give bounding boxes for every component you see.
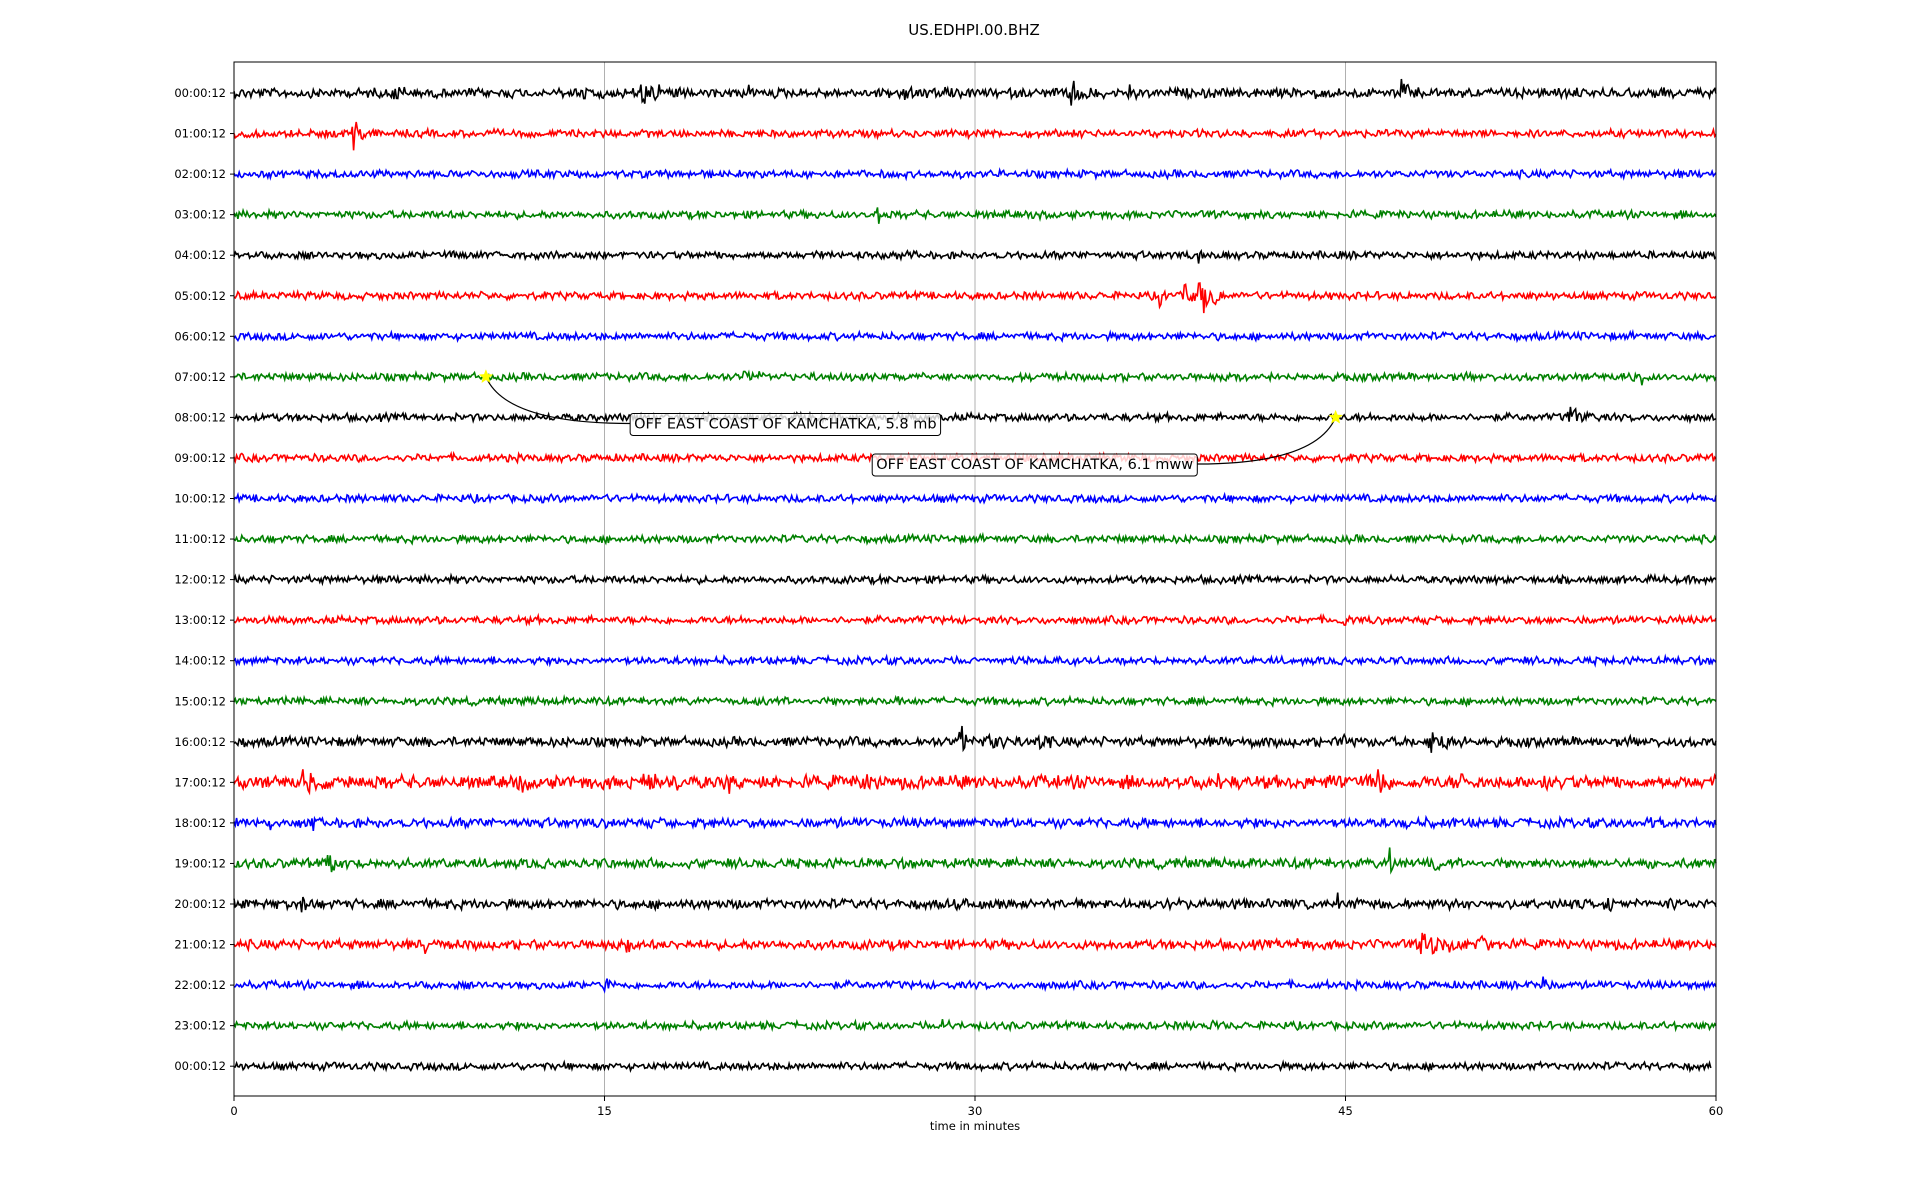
y-tick-label: 12:00:12 bbox=[174, 573, 226, 587]
chart-title: US.EDHPI.00.BHZ bbox=[908, 21, 1040, 39]
trace-row-19 bbox=[233, 847, 1717, 875]
y-tick-label: 06:00:12 bbox=[174, 329, 226, 343]
x-tick-label: 30 bbox=[968, 1104, 983, 1118]
event-label-box bbox=[629, 412, 942, 436]
event-label: OFF EAST COAST OF KAMCHATKA, 5.8 mb bbox=[634, 416, 936, 432]
event-annotation-1: OFF EAST COAST OF KAMCHATKA, 6.1 mww bbox=[871, 409, 1343, 477]
trace-row-4 bbox=[233, 248, 1717, 264]
trace-row-22 bbox=[233, 976, 1717, 994]
x-tick-label: 60 bbox=[1709, 1104, 1724, 1118]
y-tick-label: 23:00:12 bbox=[174, 1019, 226, 1033]
trace-row-10 bbox=[233, 491, 1717, 506]
event-star-marker bbox=[1328, 409, 1343, 424]
trace-row-0 bbox=[233, 78, 1717, 106]
y-tick-label: 02:00:12 bbox=[174, 167, 226, 181]
trace-row-8 bbox=[233, 406, 1717, 425]
event-label-box bbox=[871, 453, 1198, 477]
x-axis-label: time in minutes bbox=[930, 1119, 1020, 1133]
y-tick-label: 13:00:12 bbox=[174, 613, 226, 627]
y-tick-label: 11:00:12 bbox=[174, 532, 226, 546]
x-tick-label: 45 bbox=[1338, 1104, 1353, 1118]
y-tick-label: 15:00:12 bbox=[174, 694, 226, 708]
y-tick-label: 21:00:12 bbox=[174, 938, 226, 952]
event-label: OFF EAST COAST OF KAMCHATKA, 6.1 mww bbox=[876, 457, 1193, 473]
trace-row-20 bbox=[233, 892, 1717, 913]
trace-row-3 bbox=[233, 207, 1717, 224]
trace-row-6 bbox=[233, 328, 1717, 344]
trace-row-21 bbox=[233, 932, 1717, 955]
y-tick-label: 16:00:12 bbox=[174, 735, 226, 749]
y-tick-label: 03:00:12 bbox=[174, 208, 226, 222]
plot-frame bbox=[233, 61, 1717, 1097]
event-connector bbox=[485, 376, 631, 425]
x-tick-label: 0 bbox=[230, 1104, 237, 1118]
y-tick-label: 20:00:12 bbox=[174, 897, 226, 911]
trace-row-13 bbox=[233, 612, 1717, 627]
trace-row-1 bbox=[233, 121, 1717, 151]
trace-row-17 bbox=[233, 769, 1717, 796]
y-tick-label: 04:00:12 bbox=[174, 248, 226, 262]
trace-row-7 bbox=[233, 369, 1717, 386]
event-star-marker bbox=[478, 369, 494, 384]
trace-row-14 bbox=[233, 653, 1717, 668]
y-tick-label: 10:00:12 bbox=[174, 492, 226, 506]
trace-row-23 bbox=[233, 1018, 1717, 1033]
y-tick-labels: 00:00:12 01:00:12 02:00:12 03:00:12 04:00:12… bbox=[174, 86, 234, 1073]
y-tick-label: 01:00:12 bbox=[174, 127, 226, 141]
y-tick-label: 19:00:12 bbox=[174, 856, 226, 870]
y-tick-label: 18:00:12 bbox=[174, 816, 226, 830]
y-tick-label: 00:00:12 bbox=[174, 1059, 226, 1073]
x-axis-ticks: 0 15 30 45 60 bbox=[230, 1096, 1723, 1118]
trace-row-2 bbox=[233, 167, 1717, 182]
y-tick-label: 17:00:12 bbox=[174, 775, 226, 789]
trace-row-15 bbox=[233, 694, 1717, 708]
y-tick-label: 08:00:12 bbox=[174, 410, 226, 424]
x-tick-label: 15 bbox=[597, 1104, 612, 1118]
trace-row-11 bbox=[233, 531, 1717, 546]
y-tick-label: 05:00:12 bbox=[174, 289, 226, 303]
y-tick-label: 00:00:12 bbox=[174, 86, 226, 100]
y-tick-label: 22:00:12 bbox=[174, 978, 226, 992]
y-tick-label: 09:00:12 bbox=[174, 451, 226, 465]
trace-row-24 bbox=[233, 1059, 1712, 1074]
event-connector bbox=[1197, 417, 1337, 465]
y-tick-label: 14:00:12 bbox=[174, 654, 226, 668]
trace-row-5 bbox=[233, 282, 1717, 314]
y-tick-label: 07:00:12 bbox=[174, 370, 226, 384]
event-annotations: OFF EAST COAST OF KAMCHATKA, 5.8 mb OFF E… bbox=[478, 369, 1343, 477]
trace-row-16 bbox=[233, 725, 1717, 753]
trace-row-18 bbox=[233, 814, 1717, 831]
event-annotation-0: OFF EAST COAST OF KAMCHATKA, 5.8 mb bbox=[478, 369, 942, 436]
trace-row-12 bbox=[233, 572, 1717, 587]
